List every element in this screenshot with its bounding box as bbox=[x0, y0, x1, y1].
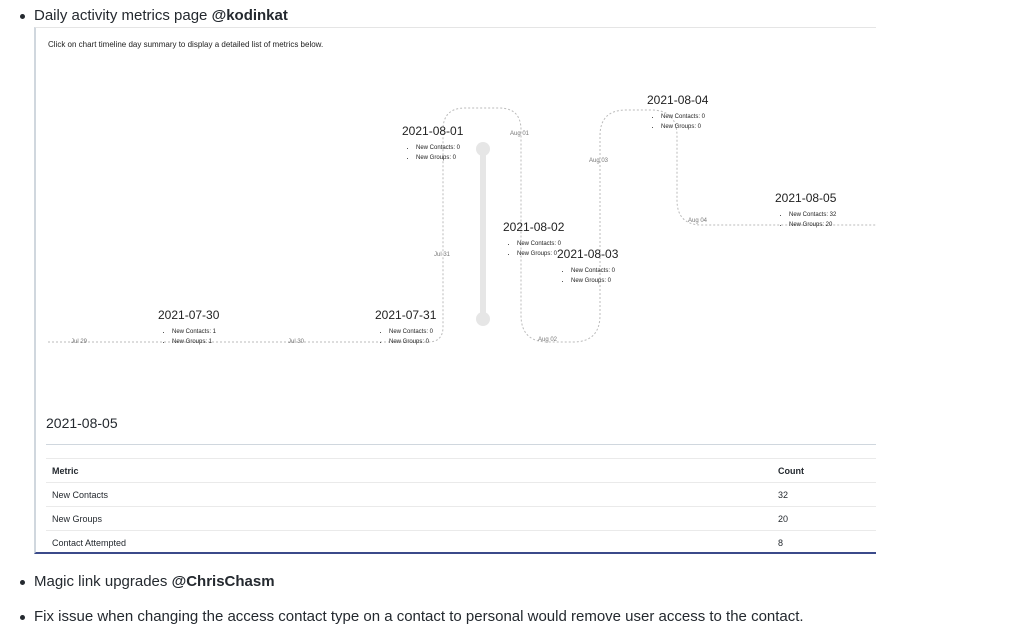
day-label: Jul 30 bbox=[288, 339, 305, 345]
day-summary[interactable]: 2021-07-30 New Contacts: 1New Groups: 1 bbox=[158, 308, 219, 347]
day-label: Aug 03 bbox=[589, 158, 609, 164]
timeline-chart bbox=[48, 107, 876, 343]
bullet-icon bbox=[20, 14, 25, 19]
day-summary-date: 2021-08-04 bbox=[647, 93, 709, 107]
summary-contacts: New Contacts: 0 bbox=[661, 112, 708, 122]
detail-date-title: 2021-08-05 bbox=[46, 415, 118, 431]
day-summary-date: 2021-08-01 bbox=[402, 124, 464, 138]
table-row: New Groups 20 bbox=[46, 506, 876, 531]
day-label: Jul 31 bbox=[434, 252, 451, 258]
summary-contacts: New Contacts: 0 bbox=[389, 327, 436, 337]
summary-contacts: New Contacts: 0 bbox=[571, 266, 618, 276]
metric-count: 20 bbox=[772, 506, 876, 531]
summary-groups: New Groups: 0 bbox=[517, 249, 564, 259]
metric-count: 8 bbox=[772, 530, 876, 554]
day-summary-date: 2021-08-02 bbox=[503, 220, 565, 234]
day-summary[interactable]: 2021-08-02 New Contacts: 0New Groups: 0 bbox=[503, 220, 564, 259]
column-header-count: Count bbox=[772, 458, 876, 483]
day-label: Aug 04 bbox=[688, 218, 708, 224]
summary-groups: New Groups: 0 bbox=[389, 337, 436, 347]
timeline-path bbox=[48, 107, 876, 343]
table-row: Contact Attempted 8 bbox=[46, 530, 876, 554]
table-header-row: Metric Count bbox=[46, 458, 876, 483]
summary-groups: New Groups: 0 bbox=[571, 276, 618, 286]
column-header-metric: Metric bbox=[46, 458, 772, 483]
day-summary[interactable]: 2021-07-31 New Contacts: 0New Groups: 0 bbox=[375, 308, 436, 347]
day-label: Jul 29 bbox=[71, 339, 88, 345]
handle-top-icon bbox=[476, 142, 490, 156]
metric-count: 32 bbox=[772, 482, 876, 507]
metrics-table: Metric Count New Contacts 32 New Groups … bbox=[46, 458, 876, 554]
metrics-screenshot: Click on chart timeline day summary to d… bbox=[34, 27, 876, 554]
summary-groups: New Groups: 20 bbox=[789, 220, 836, 230]
summary-contacts: New Contacts: 32 bbox=[789, 210, 836, 220]
summary-contacts: New Contacts: 1 bbox=[172, 327, 219, 337]
day-label: Aug 02 bbox=[538, 337, 558, 343]
day-summary-date: 2021-07-31 bbox=[375, 308, 437, 322]
author-mention[interactable]: @kodinkat bbox=[211, 7, 288, 24]
summary-groups: New Groups: 1 bbox=[172, 337, 219, 347]
day-summary[interactable]: 2021-08-04 New Contacts: 0New Groups: 0 bbox=[647, 93, 708, 132]
day-summary-date: 2021-08-05 bbox=[775, 191, 837, 205]
list-item-text: Magic link upgrades bbox=[34, 573, 172, 590]
day-summary[interactable]: 2021-08-01 New Contacts: 0New Groups: 0 bbox=[402, 124, 463, 163]
divider bbox=[46, 444, 876, 445]
instruction-text: Click on chart timeline day summary to d… bbox=[48, 40, 324, 49]
day-summary[interactable]: 2021-08-03 New Contacts: 0New Groups: 0 bbox=[557, 247, 618, 286]
author-mention[interactable]: @ChrisChasm bbox=[171, 573, 275, 590]
bullet-icon bbox=[20, 580, 25, 585]
summary-contacts: New Contacts: 0 bbox=[517, 239, 564, 249]
list-item-text: Daily activity metrics page bbox=[34, 7, 212, 24]
summary-groups: New Groups: 0 bbox=[661, 122, 708, 132]
list-item-text: Fix issue when changing the access conta… bbox=[34, 608, 804, 625]
summary-groups: New Groups: 0 bbox=[416, 153, 463, 163]
metric-name: New Groups bbox=[46, 506, 772, 531]
day-label: Aug 01 bbox=[510, 131, 530, 137]
day-summary-date: 2021-08-03 bbox=[557, 247, 619, 261]
table-row: New Contacts 32 bbox=[46, 482, 876, 507]
bullet-icon bbox=[20, 615, 25, 620]
metric-name: New Contacts bbox=[46, 482, 772, 507]
handle-bottom-icon bbox=[476, 312, 490, 326]
metric-name: Contact Attempted bbox=[46, 530, 772, 554]
day-summary-date: 2021-07-30 bbox=[158, 308, 220, 322]
summary-contacts: New Contacts: 0 bbox=[416, 143, 463, 153]
